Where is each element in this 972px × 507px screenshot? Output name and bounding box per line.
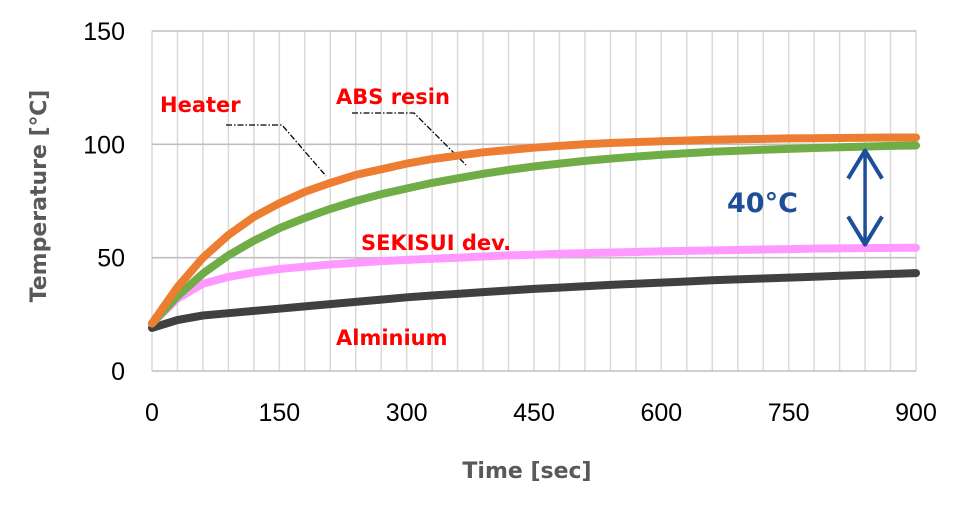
series-label-alminium: Alminium [336, 326, 448, 350]
leader-lines [226, 112, 467, 177]
y-axis-title: Temperature [℃] [27, 90, 52, 303]
series-label-sekisui: SEKISUI dev. [361, 231, 511, 255]
y-tick-label: 0 [111, 358, 125, 386]
delta-annotation-label: 40°C [727, 188, 798, 219]
series-line-alminium [148, 269, 920, 332]
x-tick-label: 150 [258, 399, 300, 427]
y-tick-label: 100 [83, 131, 125, 159]
series-line-sekisui-dev [148, 243, 920, 328]
x-tick-label: 450 [513, 399, 555, 427]
y-tick-label: 150 [83, 18, 125, 46]
x-tick-label: 300 [386, 399, 428, 427]
x-tick-label: 600 [640, 399, 682, 427]
x-tick-label: 0 [145, 399, 159, 427]
delta-arrow [846, 148, 884, 247]
y-tick-labels: 0 50 100 150 [83, 18, 125, 386]
x-tick-label: 900 [895, 399, 937, 427]
series-label-abs-resin: ABS resin [336, 85, 450, 109]
series-line-heater [148, 133, 920, 328]
abs-resin-leader-line [352, 112, 467, 166]
x-tick-labels: 0 150 300 450 600 750 900 [145, 399, 937, 427]
y-tick-label: 50 [97, 245, 125, 273]
arrow-head-up [846, 148, 884, 180]
series-lines [148, 133, 920, 332]
x-axis-title: Time [sec] [462, 459, 591, 484]
grid-lines [151, 30, 917, 372]
series-line-abs-resin [148, 141, 920, 328]
x-tick-label: 750 [768, 399, 810, 427]
heater-leader-line [226, 124, 327, 177]
arrow-head-down [846, 215, 884, 247]
series-label-heater: Heater [160, 93, 241, 117]
